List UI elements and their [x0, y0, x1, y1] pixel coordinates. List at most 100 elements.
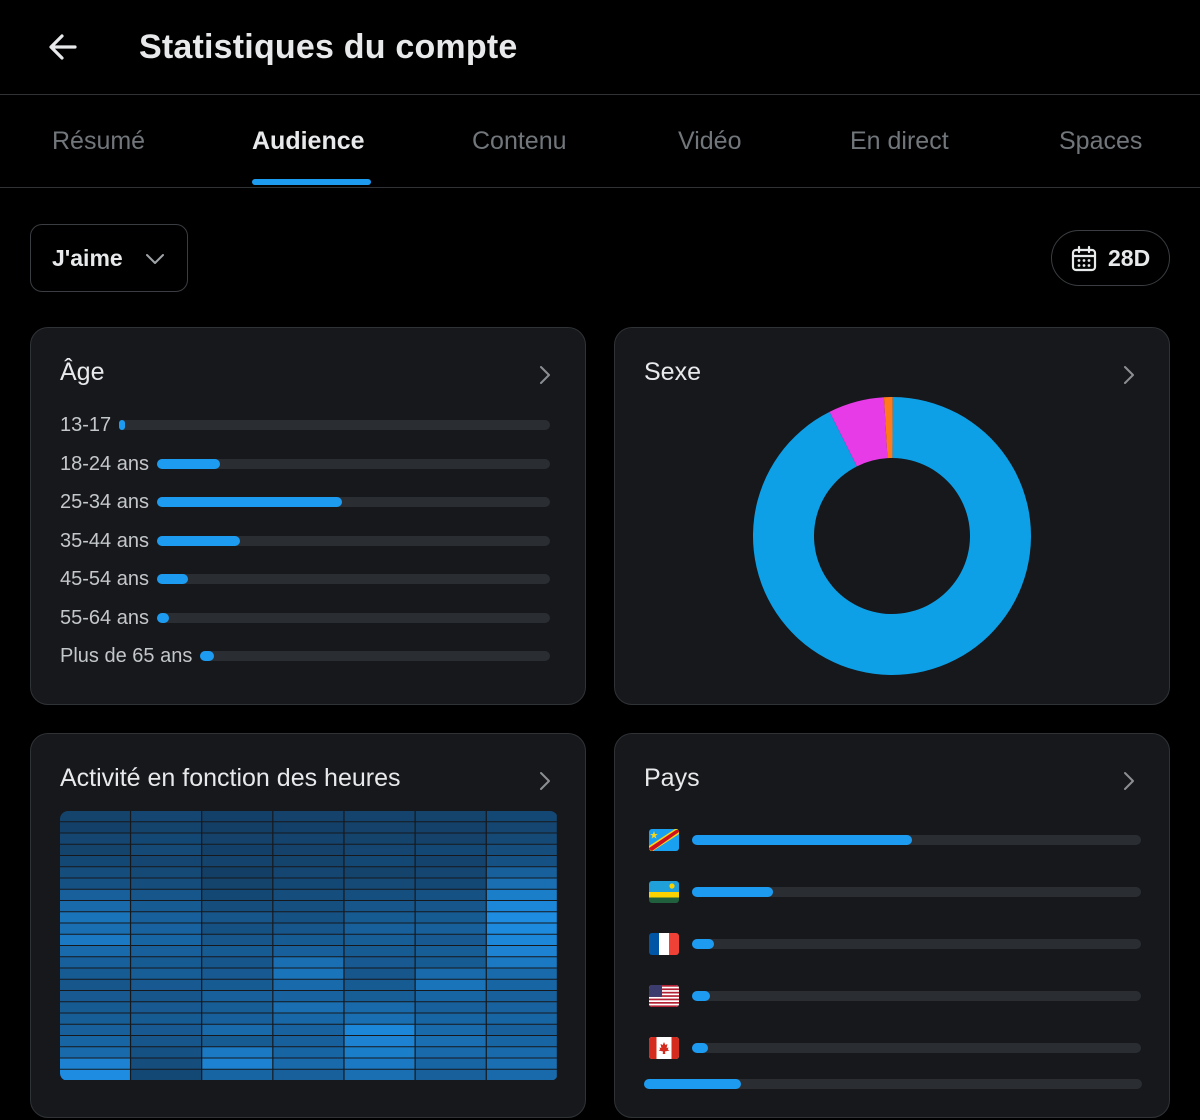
heatmap-cell	[60, 856, 130, 867]
heatmap-cell	[131, 1002, 202, 1013]
heatmap-cell	[60, 901, 130, 912]
heatmap-cell	[273, 1002, 344, 1013]
heatmap-cell	[344, 856, 415, 867]
tab-resume[interactable]: Résumé	[52, 127, 146, 155]
chevron-right-icon[interactable]	[537, 770, 553, 792]
heatmap-cell	[344, 1047, 415, 1058]
heatmap-cell	[202, 1013, 273, 1024]
heatmap-cell	[415, 1024, 486, 1035]
heatmap-cell	[344, 912, 415, 923]
heatmap-cell	[131, 968, 202, 979]
tab-bar: Résumé Audience Contenu Vidéo En direct …	[0, 95, 1200, 188]
flag-us-icon	[649, 985, 679, 1007]
donut-slice	[829, 397, 888, 467]
heatmap-cell	[486, 923, 557, 934]
heatmap-cell	[202, 1069, 273, 1080]
heatmap-cell	[60, 1024, 130, 1035]
heatmap-cell	[131, 1036, 202, 1047]
heatmap-cell	[131, 889, 202, 900]
age-row: 18-24 ans	[60, 449, 550, 479]
heatmap-cell	[273, 1036, 344, 1047]
heatmap-cell	[344, 991, 415, 1002]
heatmap-cell	[60, 1036, 130, 1047]
country-bar-fill	[692, 1043, 708, 1053]
age-bar-track	[157, 458, 550, 469]
heatmap-cell	[202, 979, 273, 990]
heatmap-cell	[415, 1047, 486, 1058]
heatmap-cell	[344, 979, 415, 990]
flag-ca-icon	[649, 1037, 679, 1059]
header: Statistiques du compte	[0, 0, 1200, 95]
heatmap-cell	[202, 844, 273, 855]
back-button[interactable]	[38, 22, 88, 72]
chevron-right-icon[interactable]	[537, 364, 553, 386]
heatmap-cell	[344, 1058, 415, 1069]
heatmap-cell	[202, 968, 273, 979]
heatmap-cell	[486, 968, 557, 979]
activite-card[interactable]: Activité en fonction des heures	[30, 733, 586, 1118]
country-bar-fill	[692, 835, 912, 845]
sexe-card[interactable]: Sexe	[614, 327, 1170, 705]
heatmap-cell	[273, 979, 344, 990]
heatmap-cell	[415, 1058, 486, 1069]
age-label: 18-24 ans	[60, 452, 149, 475]
country-bar-fill	[692, 991, 710, 1001]
age-label: 13-17	[60, 414, 112, 436]
metric-dropdown[interactable]: J'aime	[30, 224, 188, 292]
other-countries-bar-fill	[644, 1079, 742, 1089]
country-bar-fill	[692, 939, 715, 949]
heatmap-cell	[486, 1047, 557, 1058]
heatmap-cell	[273, 957, 344, 968]
heatmap-cell	[273, 878, 344, 889]
heatmap-cell	[60, 957, 130, 968]
tab-spaces[interactable]: Spaces	[1059, 127, 1143, 155]
heatmap-cell	[486, 1002, 557, 1013]
flag-cd-icon	[649, 829, 679, 851]
heatmap-cell	[273, 822, 344, 833]
heatmap-cell	[415, 1069, 486, 1080]
heatmap-cell	[131, 946, 202, 957]
tab-audience[interactable]: Audience	[252, 127, 365, 155]
pays-card[interactable]: Pays	[614, 733, 1170, 1118]
heatmap-cell	[273, 844, 344, 855]
period-button[interactable]: 28D	[1051, 230, 1170, 286]
heatmap-cell	[344, 1036, 415, 1047]
heatmap-cell	[344, 946, 415, 957]
heatmap-cell	[415, 991, 486, 1002]
heatmap-cell	[131, 1069, 202, 1080]
heatmap-cell	[273, 923, 344, 934]
heatmap-cell	[60, 844, 130, 855]
heatmap-cell	[344, 901, 415, 912]
donut-slice	[883, 397, 893, 459]
heatmap-cell	[60, 934, 130, 945]
age-label: 55-64 ans	[60, 606, 149, 629]
heatmap-cell	[415, 811, 486, 822]
heatmap-cell	[486, 867, 557, 878]
heatmap-cell	[60, 968, 130, 979]
sexe-card-title: Sexe	[644, 358, 701, 386]
heatmap-cell	[415, 946, 486, 957]
heatmap-cell	[415, 1002, 486, 1013]
age-bar-track	[157, 535, 550, 546]
tab-video[interactable]: Vidéo	[678, 127, 742, 155]
age-bar-track	[200, 651, 550, 661]
heatmap-cell	[415, 968, 486, 979]
chevron-right-icon[interactable]	[1121, 364, 1137, 386]
heatmap-cell	[202, 1047, 273, 1058]
tab-en-direct[interactable]: En direct	[850, 127, 949, 155]
age-bar-fill	[157, 535, 240, 546]
heatmap-cell	[131, 1058, 202, 1069]
heatmap-cell	[60, 867, 130, 878]
calendar-icon	[1071, 245, 1097, 272]
age-label: 45-54 ans	[60, 568, 149, 590]
heatmap-cell	[344, 1013, 415, 1024]
heatmap-cell	[60, 991, 130, 1002]
age-card[interactable]: Âge 13-17 18-24 ans 25-34 ans 35-44 ans 45-5…	[30, 327, 586, 705]
heatmap-cell	[415, 979, 486, 990]
tab-contenu[interactable]: Contenu	[472, 127, 567, 155]
heatmap-cell	[344, 878, 415, 889]
heatmap-cell	[273, 912, 344, 923]
heatmap-cell	[273, 867, 344, 878]
chevron-right-icon[interactable]	[1121, 770, 1137, 792]
heatmap-cell	[486, 934, 557, 945]
